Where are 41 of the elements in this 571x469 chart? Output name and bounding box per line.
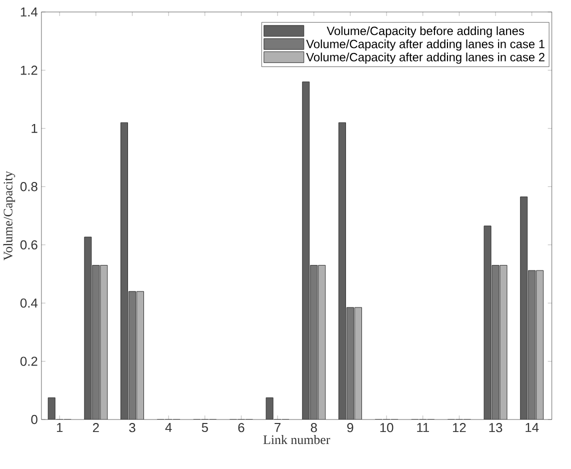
y-tick-label: 1.2 [20, 65, 38, 74]
y-tick-label: 0.8 [20, 182, 38, 191]
x-axis-title: Link number [263, 434, 330, 444]
bar [302, 81, 310, 420]
x-tick-label: 9 [347, 422, 354, 432]
x-tick-label: 4 [165, 422, 172, 432]
x-tick-label: 14 [526, 422, 539, 432]
x-tick-label: 7 [274, 422, 280, 432]
x-tick-label: 13 [489, 422, 502, 432]
x-tick-label: 8 [310, 422, 317, 432]
x-tick-label: 1 [56, 422, 63, 432]
x-tick-label: 3 [129, 422, 136, 432]
legend-label: Volume/Capacity after adding lanes in case 2 [306, 52, 544, 64]
y-tick-label: 1 [32, 124, 38, 133]
y-axis-title: Volume/Capacity [3, 170, 16, 260]
bar [536, 270, 544, 420]
y-tick-label: 1.4 [20, 7, 38, 16]
x-tick-label: 11 [417, 422, 429, 432]
bar [120, 122, 128, 420]
bar [92, 264, 100, 420]
bar [100, 264, 108, 420]
y-tick-label: 0.2 [20, 356, 38, 366]
x-tick-label: 10 [380, 422, 394, 432]
bar [528, 270, 536, 420]
bar [346, 306, 354, 420]
bar [128, 290, 136, 420]
x-tick-label: 12 [452, 422, 466, 432]
bar [354, 306, 362, 420]
legend-label: Volume/Capacity after adding lanes in case 1 [306, 39, 544, 50]
x-tick-label: 5 [202, 422, 208, 432]
y-tick-label: 0.6 [20, 240, 38, 250]
x-tick-label: 2 [92, 422, 99, 432]
x-tick-label: 6 [238, 422, 244, 432]
bar [136, 290, 144, 420]
bar [338, 122, 346, 420]
bar [520, 196, 528, 420]
y-tick-label: 0.4 [20, 298, 38, 308]
bar [318, 264, 326, 420]
y-tick-label: 0 [31, 414, 38, 424]
legend-label: Volume/Capacity before adding lanes [326, 26, 524, 38]
bar [310, 264, 318, 420]
